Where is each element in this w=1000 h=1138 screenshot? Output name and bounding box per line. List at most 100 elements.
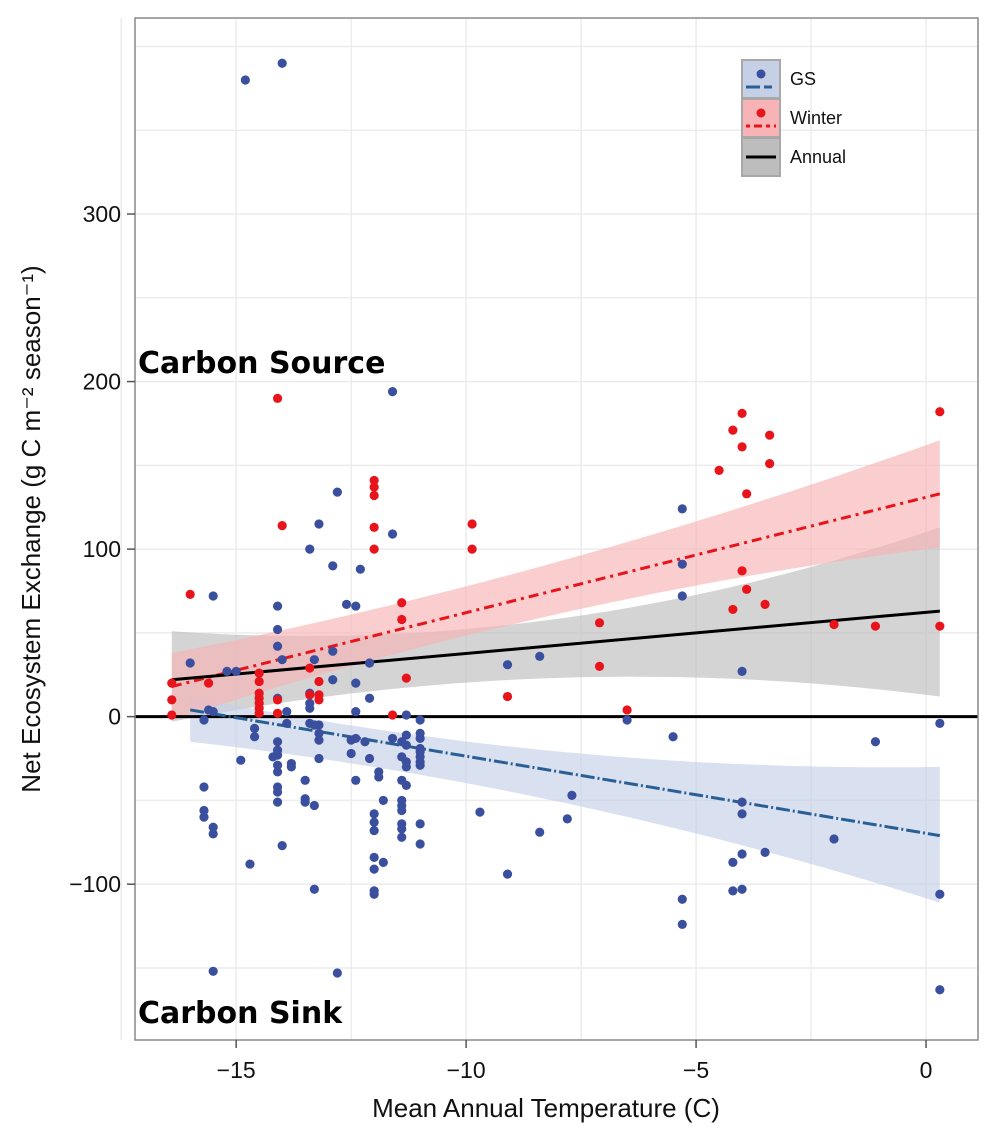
data-point-gs — [728, 857, 738, 868]
data-point-gs — [272, 601, 283, 611]
data-point-gs — [401, 710, 411, 720]
data-point-gs — [728, 886, 738, 896]
data-point-gs — [360, 737, 370, 747]
legend-point-winter — [756, 108, 766, 118]
data-point-gs — [268, 752, 278, 762]
legend: GS Winter Annual — [741, 59, 846, 177]
data-point-gs — [351, 601, 361, 611]
data-point-gs — [351, 678, 361, 688]
data-point-gs — [935, 718, 945, 728]
data-point-winter — [760, 599, 770, 609]
data-point-winter — [622, 705, 632, 715]
annotation-carbon-sink: Carbon Sink — [138, 996, 343, 1031]
data-point-gs — [397, 805, 407, 816]
data-point-gs — [415, 819, 425, 829]
data-point-winter — [594, 661, 605, 671]
data-point-gs — [314, 728, 324, 739]
data-point-winter — [369, 522, 379, 532]
data-point-gs — [387, 387, 398, 397]
data-point-gs — [300, 797, 310, 807]
confidence-band-winter — [171, 440, 940, 720]
data-point-gs — [935, 985, 945, 995]
data-point-winter — [935, 407, 945, 417]
x-tick-label: −5 — [683, 1057, 709, 1083]
data-point-gs — [378, 795, 388, 806]
data-point-gs — [397, 824, 407, 834]
legend-key-gs — [741, 59, 781, 99]
x-tick-label: −15 — [217, 1057, 256, 1083]
data-point-gs — [415, 715, 425, 725]
data-point-winter — [305, 690, 315, 700]
data-point-gs — [272, 767, 283, 777]
data-point-gs — [737, 809, 747, 819]
data-points — [167, 58, 945, 995]
data-point-gs — [415, 839, 425, 849]
data-point-gs — [387, 733, 398, 744]
data-point-gs — [829, 834, 839, 844]
data-point-gs — [351, 775, 361, 785]
data-point-gs — [272, 624, 283, 635]
data-point-winter — [314, 676, 324, 687]
data-point-gs — [397, 832, 407, 842]
fit-line-gs — [189, 708, 941, 838]
data-point-gs — [277, 841, 287, 851]
data-point-winter — [167, 695, 177, 705]
data-point-winter — [305, 663, 315, 673]
data-point-gs — [341, 599, 352, 609]
data-point-gs — [369, 825, 379, 836]
data-point-gs — [397, 737, 407, 747]
data-point-winter — [369, 475, 379, 486]
data-point-gs — [314, 519, 324, 529]
data-point-winter — [397, 598, 407, 608]
data-point-winter — [742, 584, 752, 594]
data-point-gs — [282, 707, 292, 717]
data-point-gs — [328, 646, 338, 656]
data-point-winter — [314, 695, 324, 705]
data-point-gs — [369, 852, 379, 862]
data-point-gs — [282, 718, 292, 728]
data-point-winter — [714, 465, 724, 475]
data-point-gs — [286, 762, 296, 772]
data-point-gs — [305, 544, 315, 554]
y-tick-label: 0 — [108, 704, 121, 730]
data-point-gs — [737, 884, 747, 894]
data-point-winter — [254, 668, 264, 678]
data-point-gs — [668, 732, 678, 742]
data-point-gs — [231, 666, 241, 677]
data-point-winter — [728, 604, 738, 615]
data-point-gs — [222, 666, 232, 677]
data-point-gs — [272, 760, 283, 770]
data-point-gs — [677, 559, 687, 569]
y-axis-ticks: 300 200 100 0 −100 — [69, 201, 135, 897]
data-point-gs — [277, 58, 287, 68]
data-point-gs — [567, 790, 577, 800]
x-tick-label: −10 — [447, 1057, 486, 1083]
data-point-gs — [364, 753, 375, 764]
y-tick-label: 200 — [83, 369, 121, 395]
data-point-gs — [346, 748, 356, 759]
data-point-gs — [249, 732, 260, 742]
data-point-gs — [737, 666, 747, 677]
data-point-gs — [240, 75, 250, 85]
data-point-gs — [622, 715, 632, 725]
data-point-winter — [742, 489, 752, 499]
data-point-gs — [208, 707, 218, 717]
data-point-gs — [737, 797, 747, 807]
data-point-gs — [332, 968, 342, 978]
data-point-gs — [374, 772, 384, 782]
legend-label-winter: Winter — [790, 108, 842, 128]
data-point-gs — [369, 889, 379, 899]
legend-key-winter — [741, 98, 781, 138]
data-point-winter — [737, 566, 747, 576]
data-point-winter — [272, 393, 283, 403]
data-point-winter — [272, 695, 283, 705]
data-point-gs — [185, 658, 195, 668]
data-point-winter — [594, 618, 605, 628]
data-point-gs — [677, 591, 687, 601]
data-point-gs — [309, 800, 319, 811]
data-point-gs — [351, 707, 361, 717]
data-point-winter — [737, 442, 747, 452]
data-point-gs — [677, 504, 687, 514]
data-point-gs — [208, 591, 218, 601]
